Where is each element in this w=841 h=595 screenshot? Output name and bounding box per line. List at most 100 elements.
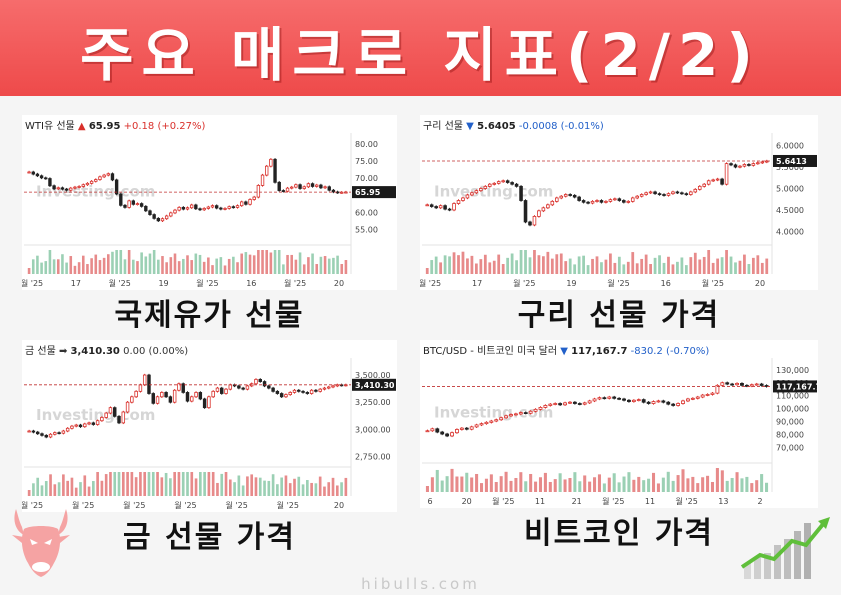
candle [98, 176, 102, 180]
volume-bar [136, 261, 139, 274]
x-tick-label: 16 [246, 279, 256, 288]
candle [256, 185, 261, 198]
candle [676, 403, 681, 406]
volume-bar [331, 477, 335, 496]
candle [198, 208, 202, 211]
candle [528, 410, 533, 414]
volume-bar [92, 481, 95, 496]
candle [730, 383, 735, 386]
candle [211, 390, 215, 398]
volume-bar [61, 254, 64, 274]
bitcoin-price: 117,167.7 [571, 346, 628, 357]
volume-bar [87, 486, 91, 496]
candle [181, 206, 186, 210]
volume-bar [647, 478, 651, 492]
x-tick-label: 월 '25 [123, 500, 145, 510]
last-price-badge [773, 380, 817, 393]
chart-panel-wti: Investing.com 80.00 75.00 70.00 60.00 55.00 월 … [22, 115, 397, 290]
candle [181, 383, 185, 393]
volume-bar [573, 264, 577, 274]
candle [113, 407, 117, 417]
volume-bar [27, 490, 31, 496]
candle [523, 200, 528, 223]
volume-bar [602, 483, 606, 492]
volume-bar [635, 263, 639, 274]
wti-chart: Investing.com80.0075.0070.0060.0055.00월 … [22, 133, 396, 288]
volume-bar [132, 259, 135, 274]
candle [70, 425, 74, 429]
volume-bar [271, 474, 275, 496]
volume-bar [604, 259, 608, 274]
candle [764, 385, 769, 387]
volume-bar [44, 261, 48, 274]
volume-bar [689, 257, 693, 274]
last-price-label: 5.6413 [776, 157, 807, 166]
volume-bar [190, 472, 194, 496]
volume-bar [499, 476, 503, 492]
volume-bar [241, 485, 245, 496]
candle [671, 403, 676, 406]
candle [754, 383, 759, 386]
volume-bar [186, 472, 189, 496]
candle [513, 413, 518, 416]
candle [747, 164, 751, 166]
candle [538, 407, 543, 410]
volume-bar [240, 253, 243, 274]
watermark: Investing.com [434, 404, 553, 422]
gold-header: 금 선물 ➡ 3,410.30 0.00 (0.00%) [25, 342, 188, 357]
candle [285, 187, 290, 192]
gold-change-pct: (0.00%) [148, 346, 189, 357]
volume-bar [755, 480, 759, 492]
y-tick-label: 100,000 [776, 405, 809, 414]
candle [505, 180, 510, 183]
volume-bar [568, 258, 572, 274]
volume-bar [106, 254, 110, 274]
x-tick-label: 월 '25 [22, 278, 43, 288]
volume-bar [31, 259, 35, 274]
candle [189, 204, 194, 209]
candle [44, 177, 48, 180]
volume-bar [323, 486, 326, 496]
candle [281, 190, 286, 192]
candle [568, 194, 572, 196]
volume-bar [519, 250, 523, 274]
candle [509, 414, 513, 417]
candle [83, 423, 87, 428]
volume-bar [57, 482, 61, 496]
volume-bar [121, 472, 125, 496]
candle [626, 200, 631, 203]
y-tick-label: 110,000 [776, 392, 809, 401]
candle [35, 173, 40, 177]
volume-bar [148, 253, 152, 274]
volume-bar [261, 250, 264, 274]
volume-bar [586, 265, 590, 274]
candle [48, 178, 52, 187]
volume-bar [96, 472, 99, 496]
volume-bar [489, 474, 493, 492]
volume-bar [484, 478, 488, 492]
candle [327, 186, 331, 191]
candle [305, 392, 310, 394]
volume-bar [223, 265, 227, 274]
y-tick-label: 5.0000 [776, 185, 804, 194]
volume-bar [698, 259, 702, 274]
volume-bar [265, 250, 269, 274]
x-tick-label: 월 '25 [226, 500, 248, 510]
candle [265, 165, 269, 176]
volume-bar [288, 483, 292, 496]
volume-bar [143, 472, 147, 496]
volume-bar [66, 480, 69, 496]
copper-header: 구리 선물 ▼ 5.6405 -0.0008 (-0.01%) [423, 117, 604, 132]
candle [298, 184, 302, 189]
y-tick-label: 5.5000 [776, 163, 804, 172]
volume-bar [750, 483, 754, 492]
x-tick-label: 월 '25 [72, 500, 94, 510]
candle [613, 198, 617, 201]
candle [147, 374, 151, 394]
candle [277, 181, 281, 191]
gold-chart: Investing.com 3,500.00 3,250.00 3,000.00 2,7… [22, 358, 396, 510]
last-price-badge [352, 378, 396, 391]
volume-bar [280, 477, 283, 496]
x-tick-label: 11 [645, 497, 655, 506]
candle [164, 215, 169, 220]
